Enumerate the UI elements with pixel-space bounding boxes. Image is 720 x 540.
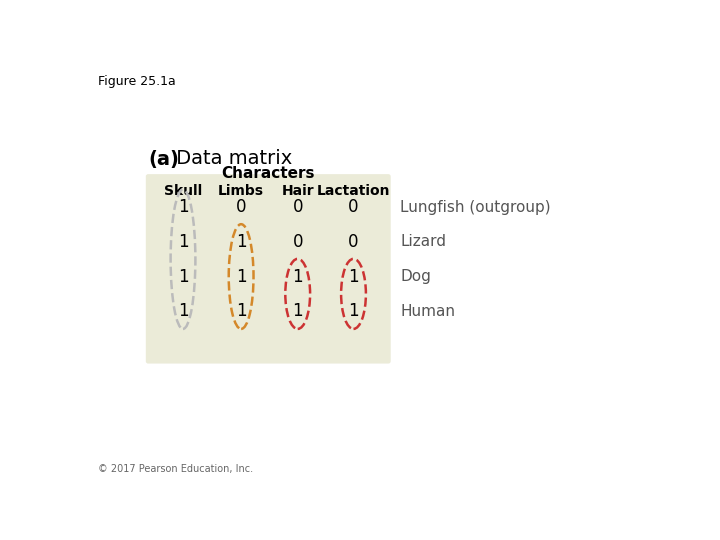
Text: Characters: Characters: [222, 166, 315, 181]
Text: 0: 0: [236, 198, 246, 216]
Text: Limbs: Limbs: [218, 184, 264, 198]
Text: © 2017 Pearson Education, Inc.: © 2017 Pearson Education, Inc.: [98, 464, 253, 475]
Text: (a): (a): [148, 150, 179, 168]
Text: 1: 1: [236, 233, 246, 251]
Text: Skull: Skull: [164, 184, 202, 198]
Text: 1: 1: [292, 267, 303, 286]
Text: Lactation: Lactation: [317, 184, 390, 198]
Text: 1: 1: [236, 302, 246, 320]
Text: 1: 1: [178, 267, 189, 286]
Text: 0: 0: [348, 198, 359, 216]
Text: Hair: Hair: [282, 184, 314, 198]
Text: 1: 1: [348, 302, 359, 320]
FancyBboxPatch shape: [145, 174, 391, 363]
Text: 0: 0: [292, 233, 303, 251]
Text: Lizard: Lizard: [400, 234, 446, 249]
Text: Data matrix: Data matrix: [170, 150, 292, 168]
Text: 1: 1: [178, 233, 189, 251]
Text: 0: 0: [292, 198, 303, 216]
Text: 1: 1: [348, 267, 359, 286]
Text: Dog: Dog: [400, 269, 431, 284]
Text: 1: 1: [178, 198, 189, 216]
Text: 1: 1: [292, 302, 303, 320]
Text: 1: 1: [178, 302, 189, 320]
Text: Figure 25.1a: Figure 25.1a: [98, 75, 176, 88]
Text: Human: Human: [400, 303, 455, 319]
Text: Lungfish (outgroup): Lungfish (outgroup): [400, 200, 551, 215]
Text: 0: 0: [348, 233, 359, 251]
Text: 1: 1: [236, 267, 246, 286]
